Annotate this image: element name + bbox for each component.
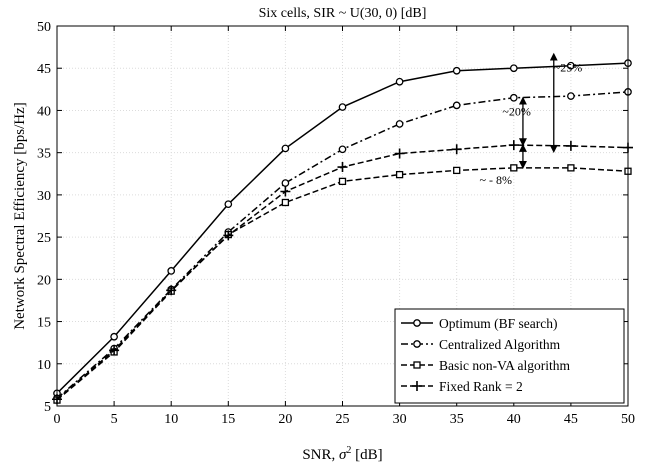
y-tick-label: 20	[37, 273, 51, 288]
legend-label: Basic non-VA algorithm	[439, 358, 570, 373]
data-point	[565, 140, 576, 151]
x-axis-label-symbol: σ	[339, 447, 347, 463]
legend: Optimum (BF search) Centralized Algorithm…	[394, 308, 625, 404]
data-point	[109, 345, 120, 356]
annotation-label: ~20%	[502, 105, 531, 119]
data-point	[567, 92, 575, 100]
x-tick-label: 50	[621, 412, 635, 427]
annotation-label: ~ - 8%	[480, 173, 512, 187]
legend-marker	[412, 381, 422, 391]
y-tick-label: 5	[44, 400, 51, 415]
data-point	[281, 198, 290, 207]
legend-marker	[413, 361, 421, 369]
data-point	[395, 77, 404, 86]
x-tick-label: 0	[54, 412, 61, 427]
data-point	[281, 179, 290, 187]
data-point	[395, 120, 404, 128]
chart-title: Six cells, SIR ~ U(30, 0) [dB]	[259, 6, 427, 21]
data-point	[338, 177, 347, 186]
legend-marker	[413, 340, 421, 348]
x-axis-label-unit: [dB]	[351, 447, 382, 463]
data-point	[280, 186, 291, 197]
data-point	[224, 200, 233, 209]
x-tick-label: 30	[393, 412, 407, 427]
legend-label: Fixed Rank = 2	[439, 379, 523, 394]
legend-box	[394, 308, 625, 404]
data-point	[110, 332, 118, 341]
data-point	[508, 140, 519, 151]
x-tick-label: 20	[278, 412, 292, 427]
x-axis-label-main: SNR,	[302, 447, 339, 463]
data-point	[281, 144, 290, 153]
x-axis-label-superscript: 2	[346, 445, 351, 456]
y-tick-label: 30	[37, 189, 51, 204]
x-tick-label: 35	[450, 412, 464, 427]
y-tick-label: 15	[37, 316, 51, 331]
y-tick-label: 45	[37, 62, 51, 77]
data-point	[167, 267, 176, 275]
legend-item-basic-non-va-algorithm: Basic non-VA algorithm	[401, 358, 570, 373]
y-tick-label: 35	[37, 147, 51, 162]
x-tick-label: 10	[164, 412, 178, 427]
annotations: ~25% ~20% ~ - 8%	[480, 52, 583, 187]
data-point	[338, 103, 347, 111]
y-tick-label: 10	[37, 358, 51, 373]
data-point	[223, 230, 234, 241]
data-point	[509, 93, 518, 102]
legend-item-centralized-algorithm: Centralized Algorithm	[401, 337, 561, 352]
data-point	[337, 162, 348, 173]
x-tick-label: 5	[111, 412, 118, 427]
annotation-label: ~25%	[554, 61, 583, 75]
data-point	[451, 144, 462, 155]
y-tick-label: 25	[37, 231, 51, 246]
data-point	[453, 166, 461, 175]
data-point	[394, 148, 405, 159]
data-point	[509, 64, 518, 73]
data-point	[338, 145, 347, 154]
data-point	[510, 164, 518, 172]
data-point	[452, 101, 461, 110]
data-point	[567, 164, 575, 172]
data-point	[452, 66, 461, 75]
y-tick-label: 40	[37, 104, 51, 119]
legend-label: Centralized Algorithm	[439, 337, 561, 352]
legend-item-optimum-bf-search: Optimum (BF search)	[401, 316, 557, 331]
legend-marker	[413, 319, 421, 327]
x-tick-label: 40	[507, 412, 521, 427]
x-axis-label: SNR, σ2 [dB]	[302, 445, 382, 463]
y-axis-label: Network Spectral Efficiency [bps/Hz]	[12, 102, 28, 330]
data-point	[567, 61, 575, 70]
x-tick-label: 15	[221, 412, 235, 427]
x-tick-label: 45	[564, 412, 578, 427]
legend-label: Optimum (BF search)	[439, 316, 557, 331]
legend-item-fixed-rank-2: Fixed Rank = 2	[401, 379, 523, 394]
y-tick-label: 50	[37, 20, 51, 35]
data-point	[395, 170, 404, 179]
data-point	[166, 285, 177, 296]
x-tick-label: 25	[336, 412, 350, 427]
